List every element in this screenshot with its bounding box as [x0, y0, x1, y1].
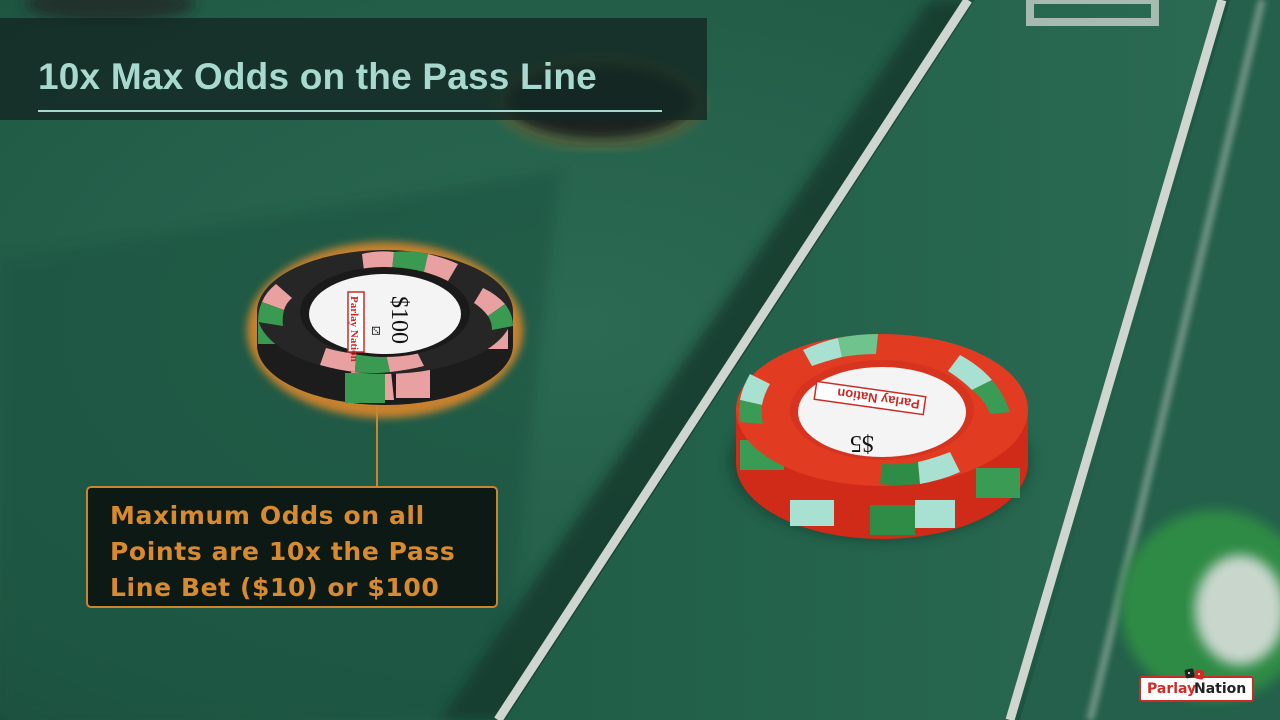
- logo-word-nation: Nation: [1194, 681, 1247, 697]
- rail-shadow: [440, 0, 975, 720]
- background-chip-top-left: [25, 0, 195, 22]
- slide-title: 10x Max Odds on the Pass Line: [38, 56, 597, 97]
- dice-icon: [1184, 668, 1205, 680]
- chip-100: Parlay Nation ⚂ $100: [247, 242, 523, 418]
- strip-marking: [1026, 0, 1159, 26]
- chip-100-denomination: $100: [386, 296, 412, 344]
- title-underline: [38, 110, 662, 112]
- callout-text: Maximum Odds on all Points are 10x the P…: [110, 501, 456, 602]
- svg-text:⚂: ⚂: [369, 326, 381, 336]
- logo-word-parlay: Parlay: [1147, 681, 1197, 697]
- callout-box: Maximum Odds on all Points are 10x the P…: [86, 486, 498, 608]
- felt-shadow-left: [0, 170, 560, 720]
- pass-line-right-border: [1005, 0, 1227, 720]
- callout-connector: [376, 405, 378, 487]
- title-banner: 10x Max Odds on the Pass Line: [0, 18, 707, 120]
- chip-5: Parlay Nation $5: [730, 334, 1030, 540]
- chip-100-brand: Parlay Nation: [348, 296, 360, 362]
- parlay-nation-logo: Parlay Nation: [1139, 668, 1254, 702]
- background-chip-green-inner: [1195, 555, 1280, 665]
- pass-line-left-border: [494, 0, 972, 720]
- chip-5-denomination: $5: [850, 430, 874, 456]
- far-right-line: [1086, 0, 1266, 720]
